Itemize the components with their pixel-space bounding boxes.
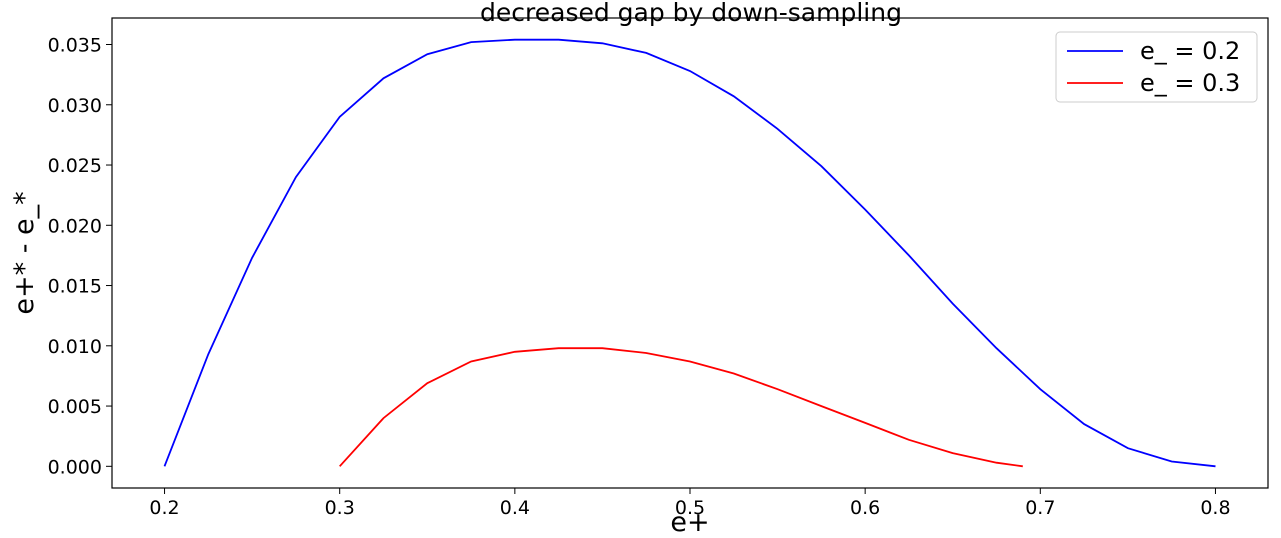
x-axis: 0.2 0.3 0.4 0.5 0.6 0.7 0.8 (149, 488, 1231, 519)
x-axis-label: e+ (670, 507, 709, 538)
legend-label-1: e_ = 0.2 (1140, 37, 1240, 65)
x-tick-label: 0.3 (325, 497, 355, 519)
y-tick-label: 0.020 (48, 215, 102, 237)
y-tick-label: 0.030 (48, 95, 102, 117)
series-line-2 (339, 347, 1023, 468)
y-tick-label: 0.025 (48, 155, 102, 177)
y-axis-label: e+* - e_* (9, 191, 40, 314)
series-line-1 (163, 38, 1216, 468)
y-tick-label: 0.035 (48, 35, 102, 57)
plot-lines (163, 38, 1216, 468)
x-tick-label: 0.5 (675, 497, 705, 519)
x-tick-label: 0.6 (850, 497, 880, 519)
y-tick-label: 0.015 (48, 276, 102, 298)
x-tick-label: 0.8 (1200, 497, 1230, 519)
y-tick-label: 0.000 (48, 456, 102, 478)
y-tick-label: 0.010 (48, 336, 102, 358)
x-tick-label: 0.7 (1025, 497, 1055, 519)
y-tick-label: 0.005 (48, 396, 102, 418)
legend-label-2: e_ = 0.3 (1140, 69, 1240, 97)
legend: e_ = 0.2 e_ = 0.3 (1055, 31, 1258, 103)
y-axis: 0.000 0.005 0.010 0.015 0.020 0.025 0.030 0.035 (48, 35, 112, 478)
legend-box (1055, 31, 1258, 103)
x-tick-label: 0.2 (149, 497, 179, 519)
x-tick-label: 0.4 (500, 497, 530, 519)
chart-title: decreased gap by down-sampling (480, 0, 902, 27)
